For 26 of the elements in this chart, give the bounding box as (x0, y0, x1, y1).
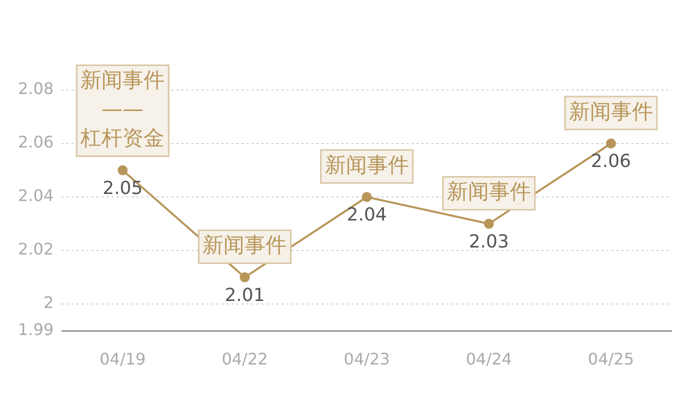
y-tick-label: 2 (43, 293, 54, 312)
data-label: 2.01 (224, 284, 265, 306)
annotation: 新闻事件 (446, 180, 531, 204)
data-label: 2.03 (468, 231, 509, 252)
y-tick-label: 2.08 (18, 79, 54, 98)
point (484, 218, 494, 229)
y-tick-label: 1.99 (18, 320, 54, 339)
point (362, 192, 372, 202)
x-tick-label: 04/19 (100, 350, 146, 369)
x-tick-label: 04/25 (588, 350, 634, 369)
annotation: 新闻事件 (202, 233, 287, 258)
y-tick-label: 2.06 (18, 132, 54, 152)
point (606, 138, 616, 149)
annotation: 新闻事件 (324, 152, 409, 177)
data-label: 2.05 (102, 178, 143, 199)
y-tick-label: 2.02 (18, 240, 54, 259)
x-tick-label: 04/22 (222, 350, 268, 369)
data-label: 2.04 (346, 204, 387, 226)
y-tick-label: 2.04 (18, 186, 54, 206)
x-tick-label: 04/24 (466, 350, 512, 369)
x-tick-label: 04/23 (344, 350, 390, 369)
point (118, 165, 128, 176)
point (240, 272, 250, 282)
annotation: 新闻事件 (568, 99, 653, 124)
data-label: 2.06 (590, 151, 631, 172)
annotation: 新闻事件 —— 杠杆资金 (80, 68, 165, 150)
